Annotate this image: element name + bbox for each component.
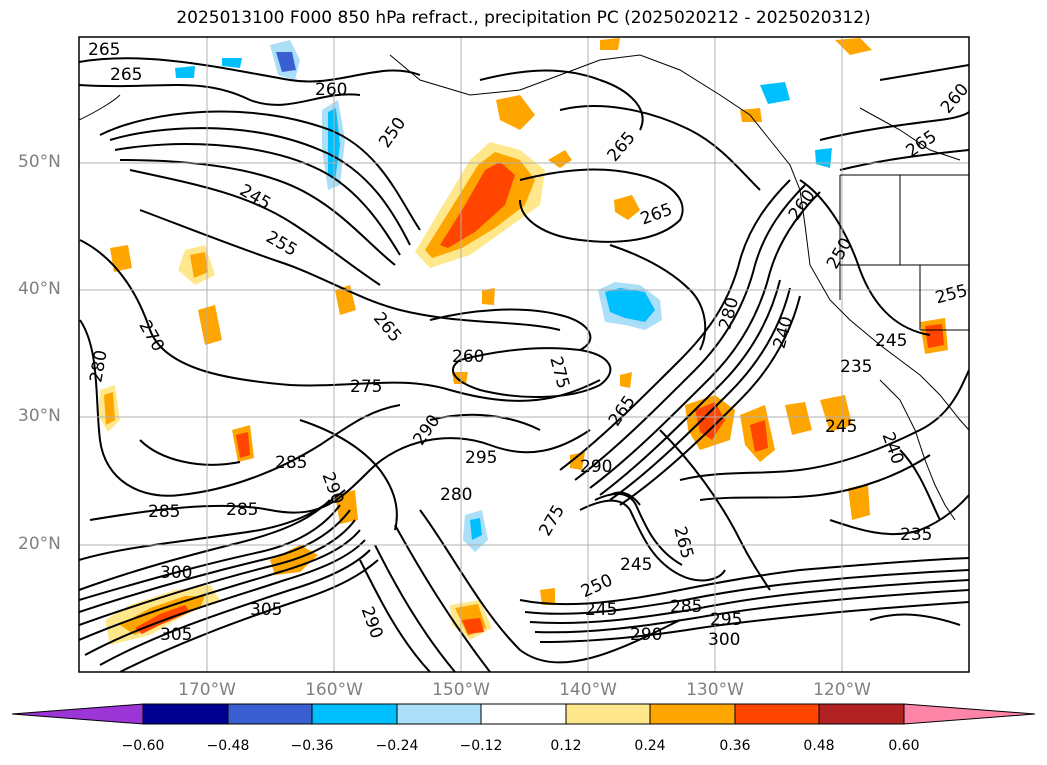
contour-label: 295 bbox=[465, 448, 497, 468]
lat-tick-label: 30°N bbox=[18, 406, 61, 426]
colorbar-segment bbox=[649, 703, 736, 725]
colorbar-segment bbox=[903, 703, 1036, 725]
contour-label: 280 bbox=[440, 485, 472, 505]
colorbar-segment bbox=[734, 703, 820, 725]
colorbar-segment bbox=[396, 703, 482, 725]
contour-label: 305 bbox=[250, 600, 282, 620]
contour-label: 305 bbox=[160, 625, 192, 645]
colorbar-tick-label: 0.48 bbox=[803, 738, 835, 754]
colorbar-segment bbox=[480, 703, 567, 725]
contour-label: 290 bbox=[580, 457, 612, 477]
contour-label: 265 bbox=[88, 40, 120, 60]
lon-tick-label: 160°W bbox=[305, 680, 363, 700]
contour-label: 275 bbox=[350, 377, 382, 397]
colorbar-segment bbox=[11, 703, 144, 725]
colorbar-tick-label: −0.24 bbox=[375, 738, 419, 754]
contour-label: 245 bbox=[825, 417, 857, 437]
colorbar-segment bbox=[227, 703, 313, 725]
colorbar-tick-label: −0.36 bbox=[290, 738, 334, 754]
precip-shading bbox=[98, 38, 948, 645]
colorbar-tick-label: −0.48 bbox=[206, 738, 250, 754]
contour-label: 285 bbox=[275, 453, 307, 473]
lat-tick-label: 20°N bbox=[18, 534, 61, 554]
contour-label: 245 bbox=[620, 555, 652, 575]
coastlines bbox=[79, 54, 969, 521]
contour-label: 260 bbox=[452, 347, 484, 367]
contour-label: 245 bbox=[585, 600, 617, 620]
colorbar-segment bbox=[311, 703, 398, 725]
colorbar-segment bbox=[565, 703, 651, 725]
lon-tick-label: 140°W bbox=[559, 680, 617, 700]
lon-tick-label: 130°W bbox=[686, 680, 744, 700]
colorbar bbox=[11, 703, 1036, 725]
colorbar-segment bbox=[142, 703, 229, 725]
grid-lines bbox=[79, 37, 969, 672]
colorbar-segment bbox=[818, 703, 905, 725]
colorbar-tick-label: −0.12 bbox=[459, 738, 503, 754]
refractivity-contours bbox=[79, 57, 969, 672]
contour-label: 290 bbox=[630, 625, 662, 645]
colorbar-tick-label: 0.36 bbox=[719, 738, 751, 754]
map-title: 2025013100 F000 850 hPa refract., precip… bbox=[176, 8, 871, 28]
contour-label: 260 bbox=[315, 80, 347, 100]
lon-tick-label: 120°W bbox=[813, 680, 871, 700]
contour-label: 300 bbox=[708, 630, 740, 650]
contour-label: 235 bbox=[900, 525, 932, 545]
lon-tick-label: 150°W bbox=[432, 680, 490, 700]
contour-label: 235 bbox=[840, 357, 872, 377]
contour-label: 295 bbox=[710, 610, 742, 630]
contour-label: 245 bbox=[875, 331, 907, 351]
contour-label: 285 bbox=[148, 502, 180, 522]
lon-tick-label: 170°W bbox=[178, 680, 236, 700]
colorbar-tick-label: 0.12 bbox=[550, 738, 582, 754]
map-frame bbox=[78, 36, 970, 673]
lat-tick-label: 50°N bbox=[18, 152, 61, 172]
colorbar-tick-label: −0.60 bbox=[121, 738, 165, 754]
contour-label: 285 bbox=[670, 597, 702, 617]
contour-label: 285 bbox=[226, 500, 258, 520]
contour-label: 300 bbox=[160, 563, 192, 583]
colorbar-tick-label: 0.24 bbox=[634, 738, 666, 754]
lat-tick-label: 40°N bbox=[18, 279, 61, 299]
contour-label: 265 bbox=[110, 65, 142, 85]
colorbar-tick-label: 0.60 bbox=[888, 738, 920, 754]
